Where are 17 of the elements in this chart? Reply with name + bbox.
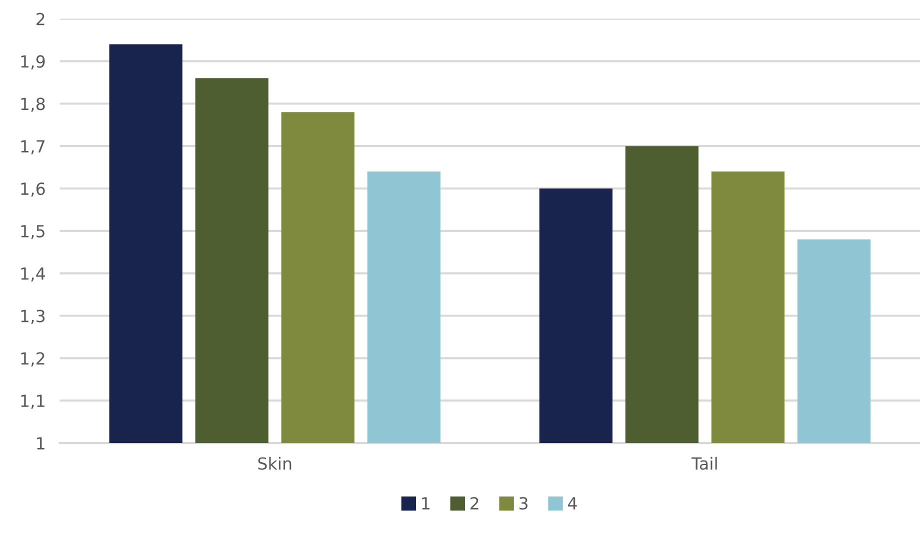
y-tick-label: 2: [36, 12, 44, 26]
y-tick-label: 1: [37, 437, 44, 450]
y-tick-label: 1,7: [21, 140, 44, 154]
x-tick-label: Skin: [258, 456, 292, 470]
y-tick-label: 1,3: [21, 310, 45, 324]
y-tick-label: 1,9: [21, 55, 45, 70]
y-tick-label: 1,1: [21, 394, 44, 409]
legend-label: 3: [520, 497, 528, 510]
legend-label: 2: [470, 497, 478, 510]
legend-label: 4: [568, 497, 577, 510]
y-tick-label: 1,5: [21, 225, 44, 240]
legend-label: 1: [422, 497, 430, 510]
y-tick-label: 1,6: [21, 182, 45, 197]
y-tick-label: 1,4: [21, 268, 45, 282]
y-tick-label: 1,8: [21, 98, 45, 112]
x-tick-label: Tail: [691, 456, 717, 470]
y-tick-label: 1,2: [21, 352, 44, 366]
